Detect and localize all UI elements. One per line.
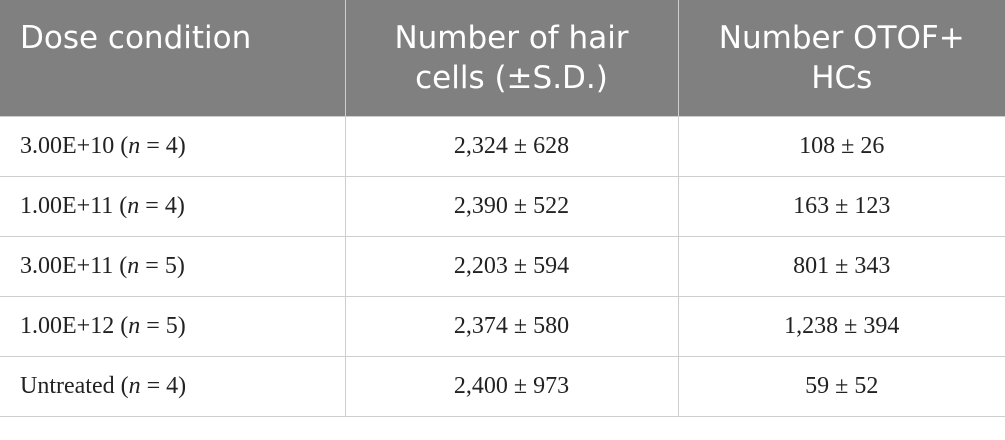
table-cell: 2,324 ± 628 [344,116,679,177]
table-body: 3.00E+10 (n = 4) 2,324 ± 628 108 ± 26 1.00E… [0,116,1005,417]
table-cell: 2,374 ± 580 [344,296,679,357]
cell-text: = 5) [140,313,186,339]
cell-text: n [127,193,140,219]
table-row: 1.00E+12 (n = 5) 2,374 ± 580 1,238 ± 394 [0,296,1005,357]
cell-text: n [128,373,141,399]
cell-text: = 5) [139,253,185,279]
cell-text: = 4) [139,193,185,219]
cell-text: = 4) [140,133,186,159]
header-cell: Number of hair cells (±S.D.) [345,0,679,117]
cell-text: = 4) [140,373,187,399]
cell-text: n [128,133,141,159]
table-cell: 108 ± 26 [677,116,1005,177]
cell-text: 1.00E+11 ( [20,193,128,219]
table-cell: Untreated (n = 4) [0,356,346,417]
header-cell: Dose condition [0,0,346,117]
table-cell: 2,390 ± 522 [344,176,679,237]
header-cell: Number OTOF+ HCs [678,0,1005,117]
cell-text: 3.00E+10 ( [20,133,129,159]
cell-text: n [128,313,141,339]
table-cell: 2,203 ± 594 [344,236,679,297]
table-cell: 3.00E+10 (n = 4) [0,116,346,177]
table-cell: 59 ± 52 [677,356,1005,417]
cell-text: 1.00E+12 ( [20,313,129,339]
table-row: 1.00E+11 (n = 4) 2,390 ± 522 163 ± 123 [0,176,1005,237]
table-cell: 801 ± 343 [677,236,1005,297]
cell-text: n [127,253,140,279]
cell-text: Untreated ( [20,373,129,399]
table-row: 3.00E+10 (n = 4) 2,324 ± 628 108 ± 26 [0,116,1005,177]
table-cell: 3.00E+11 (n = 5) [0,236,346,297]
table-cell: 1,238 ± 394 [677,296,1005,357]
cell-text: 3.00E+11 ( [20,253,128,279]
header-row: Dose condition Number of hair cells (±S.D… [0,0,1005,117]
table-cell: 163 ± 123 [677,176,1005,237]
table-cell: 1.00E+11 (n = 4) [0,176,346,237]
table-row: Untreated (n = 4) 2,400 ± 973 59 ± 52 [0,356,1005,417]
table-cell: 1.00E+12 (n = 5) [0,296,346,357]
data-table: Dose condition Number of hair cells (±S.D… [0,0,1005,417]
table-row: 3.00E+11 (n = 5) 2,203 ± 594 801 ± 343 [0,236,1005,297]
table-cell: 2,400 ± 973 [344,356,679,417]
